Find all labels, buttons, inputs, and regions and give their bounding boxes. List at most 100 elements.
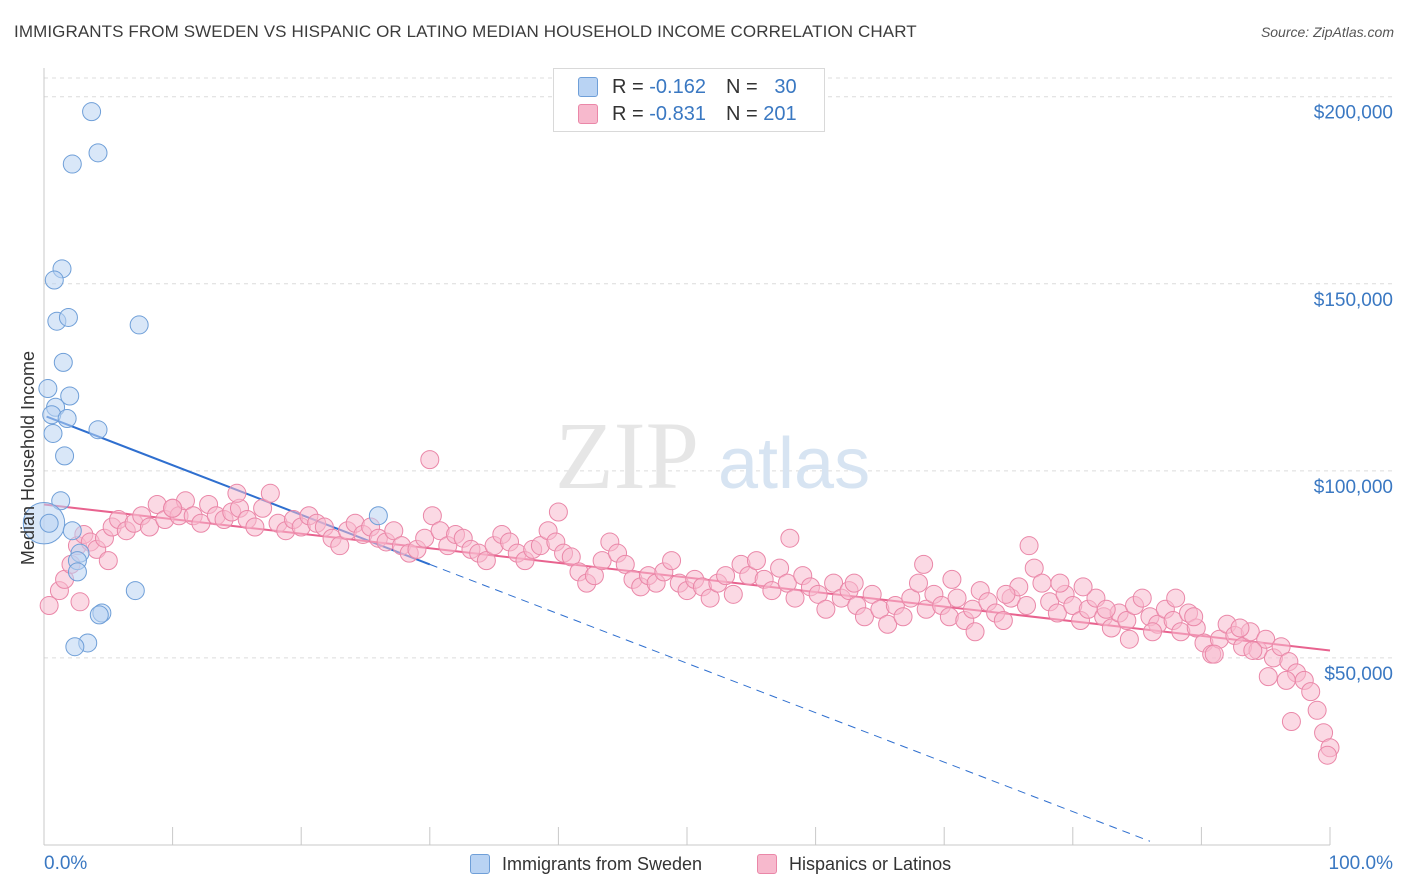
legend-n-label: N = [725, 75, 758, 98]
hispanic-point [1117, 611, 1137, 631]
hispanic-point [1019, 536, 1039, 556]
hispanic-point [1276, 670, 1296, 690]
hispanic-point [422, 506, 442, 526]
sweden-point [125, 581, 145, 601]
hispanic-point [770, 558, 790, 578]
hispanic-point [1166, 588, 1186, 608]
sweden-point [38, 379, 58, 399]
sweden-point [89, 605, 109, 625]
legend-r-label: R = [612, 75, 644, 98]
legend-row-sweden: R = -0.162 N = 30 [578, 75, 797, 99]
hispanic-point [139, 517, 159, 537]
sweden-point [53, 352, 73, 372]
hispanic-point [1256, 629, 1276, 649]
hispanic-point [700, 588, 720, 608]
hispanic-point [662, 551, 682, 571]
hispanic-point [1317, 745, 1337, 765]
hispanic-point [1096, 599, 1116, 619]
y-tick-label: $150,000 [1314, 290, 1393, 311]
sweden-point [129, 315, 149, 335]
hispanic-point [1101, 618, 1121, 638]
legend-r-label: R = [612, 102, 644, 125]
y-tick-label: $200,000 [1314, 103, 1393, 124]
hispanic-point [914, 554, 934, 574]
source-credit: Source: ZipAtlas.com [1260, 24, 1394, 40]
hispanic-point [942, 569, 962, 589]
legend-r-value: -0.831 [649, 102, 706, 125]
label-layer: $50,000 $100,000 $150,000 $200,000 0.0% 100.0… [18, 103, 1393, 874]
hispanic-point [227, 483, 247, 503]
hispanic-point [260, 483, 280, 503]
legend-r-value: -0.162 [649, 75, 706, 98]
sweden-point [43, 423, 63, 443]
sweden-point [88, 420, 108, 440]
axis-layer [43, 68, 1331, 846]
sweden-point [62, 521, 82, 541]
sweden-point [62, 154, 82, 174]
correlation-legend: R = -0.162 N = 30 R = -0.831 N = 201 [553, 68, 825, 132]
sweden-point [82, 102, 102, 122]
series-name-hispanic: Hispanics or Latinos [789, 853, 952, 874]
hispanic-point [824, 573, 844, 593]
hispanic-point [777, 573, 797, 593]
sweden-swatch [470, 854, 490, 874]
hispanic-point [330, 536, 350, 556]
hispanic-point [548, 502, 568, 522]
sweden-trend-extension [429, 563, 1151, 842]
hispanic-point [893, 607, 913, 627]
hispanic-point [762, 581, 782, 601]
x-tick-label-min: 0.0% [44, 853, 87, 874]
sweden-point [57, 408, 77, 428]
hispanic-point [584, 566, 604, 586]
hispanic-point [1307, 700, 1327, 720]
sweden-point [88, 143, 108, 163]
hispanic-point [962, 599, 982, 619]
hispanic-point [1301, 682, 1321, 702]
hispanic-point [1073, 577, 1093, 597]
bottom-legend-hispanic[interactable]: Hispanics or Latinos [757, 851, 951, 877]
y-tick-label: $50,000 [1324, 664, 1393, 685]
hispanic-point [854, 607, 874, 627]
hispanic-point [844, 573, 864, 593]
hispanic-point [420, 450, 440, 470]
hispanic-point [878, 614, 898, 634]
legend-n-label: N = [725, 102, 758, 125]
hispanic-point [996, 584, 1016, 604]
hispanic-point [862, 584, 882, 604]
hispanic-point [1132, 588, 1152, 608]
y-tick-label: $100,000 [1314, 477, 1393, 498]
legend-n-value: 30 [774, 75, 797, 98]
hispanic-point [98, 551, 118, 571]
hispanic-point [1047, 603, 1067, 623]
sweden-point [51, 491, 71, 511]
hispanic-point [993, 611, 1013, 631]
sweden-swatch [578, 77, 598, 97]
series-name-sweden: Immigrants from Sweden [502, 853, 703, 874]
hispanic-point [723, 584, 743, 604]
hispanic-point [1050, 573, 1070, 593]
hispanic-point [245, 517, 265, 537]
hispanic-point [415, 528, 435, 548]
hispanic-point [191, 513, 211, 533]
hispanic-point [1119, 629, 1139, 649]
hispanic-point [716, 566, 736, 586]
hispanic-point [1243, 640, 1263, 660]
hispanic-swatch [757, 854, 777, 874]
sweden-point [368, 506, 388, 526]
hispanic-swatch [578, 104, 598, 124]
watermark-atlas: atlas [718, 424, 870, 504]
hispanic-point [965, 622, 985, 642]
sweden-point [67, 562, 87, 582]
hispanic-point [1281, 712, 1301, 732]
sweden-point [44, 270, 64, 290]
watermark: ZIP atlas [555, 402, 870, 509]
hispanic-point [1184, 607, 1204, 627]
sweden-points [22, 102, 388, 657]
legend-row-hispanic: R = -0.831 N = 201 [578, 102, 797, 126]
chart-title: IMMIGRANTS FROM SWEDEN VS HISPANIC OR LA… [14, 22, 917, 41]
hispanic-point [1143, 622, 1163, 642]
hispanic-point [39, 596, 59, 616]
hispanic-point [1204, 644, 1224, 664]
hispanic-point [780, 528, 800, 548]
bottom-legend-sweden[interactable]: Immigrants from Sweden [470, 851, 702, 877]
